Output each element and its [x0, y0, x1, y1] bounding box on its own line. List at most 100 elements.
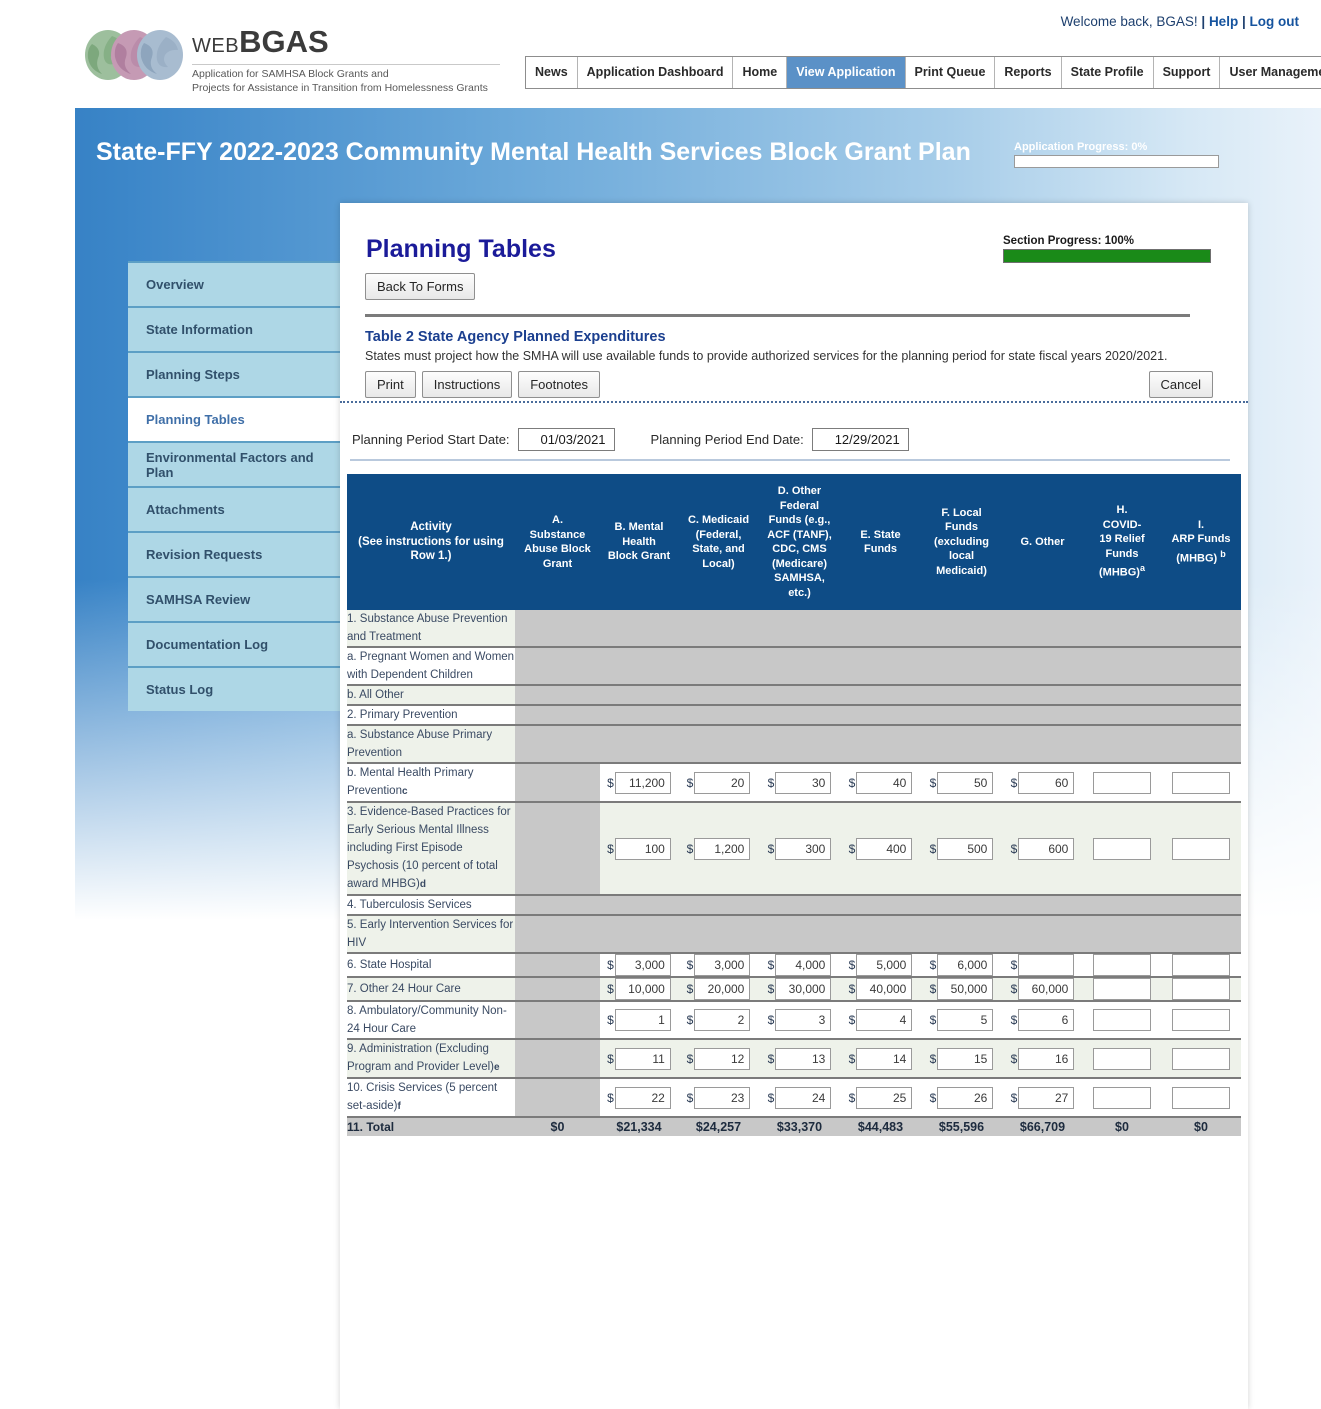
expenditure-input-h[interactable] — [1093, 837, 1151, 860]
cell-input-d[interactable]: $ — [759, 1079, 840, 1116]
planning-start-date-input[interactable] — [517, 428, 615, 451]
help-link[interactable]: Help — [1208, 14, 1239, 29]
sidebar-item-overview[interactable]: Overview — [128, 261, 343, 306]
expenditure-input-g[interactable] — [1018, 978, 1075, 1000]
expenditure-input-f[interactable] — [937, 954, 994, 976]
sidebar-item-documentation-log[interactable]: Documentation Log — [128, 621, 343, 666]
cell-input-h[interactable] — [1083, 978, 1161, 1000]
expenditure-input-e[interactable] — [856, 954, 913, 976]
cell-input-i[interactable] — [1161, 1040, 1241, 1077]
cell-input-i[interactable] — [1161, 764, 1241, 801]
expenditure-input-g[interactable] — [1018, 1009, 1075, 1031]
cell-input-h[interactable] — [1083, 954, 1161, 976]
cell-input-h[interactable] — [1083, 1002, 1161, 1038]
expenditure-input-b[interactable] — [614, 837, 671, 860]
back-to-forms-button[interactable]: Back To Forms — [365, 273, 476, 300]
expenditure-input-d[interactable] — [775, 771, 832, 794]
nav-item-application-dashboard[interactable]: Application Dashboard — [578, 57, 734, 88]
expenditure-input-c[interactable] — [694, 1047, 751, 1070]
expenditure-input-f[interactable] — [937, 1009, 994, 1031]
nav-item-support[interactable]: Support — [1154, 57, 1221, 88]
expenditure-input-f[interactable] — [937, 771, 994, 794]
expenditure-input-e[interactable] — [856, 1009, 913, 1031]
cell-input-d[interactable]: $ — [759, 978, 840, 1000]
cell-input-i[interactable] — [1161, 954, 1241, 976]
expenditure-input-c[interactable] — [694, 1009, 751, 1031]
cell-input-d[interactable]: $ — [759, 764, 840, 801]
expenditure-input-b[interactable] — [614, 1047, 671, 1070]
sidebar-item-revision-requests[interactable]: Revision Requests — [128, 531, 343, 576]
expenditure-input-f[interactable] — [937, 837, 994, 860]
expenditure-input-i[interactable] — [1172, 954, 1230, 976]
cell-input-h[interactable] — [1083, 803, 1161, 894]
cell-input-e[interactable]: $ — [840, 803, 921, 894]
expenditure-input-i[interactable] — [1172, 1047, 1230, 1070]
expenditure-input-d[interactable] — [775, 837, 832, 860]
cell-input-c[interactable]: $ — [678, 803, 759, 894]
expenditure-input-e[interactable] — [856, 837, 913, 860]
cell-input-h[interactable] — [1083, 764, 1161, 801]
planning-end-date-input[interactable] — [811, 428, 909, 451]
expenditure-input-h[interactable] — [1093, 1086, 1151, 1109]
cell-input-f[interactable]: $ — [921, 1040, 1002, 1077]
cell-input-f[interactable]: $ — [921, 1079, 1002, 1116]
expenditure-input-e[interactable] — [856, 1047, 913, 1070]
expenditure-input-b[interactable] — [614, 1086, 671, 1109]
expenditure-input-i[interactable] — [1172, 1009, 1230, 1031]
expenditure-input-i[interactable] — [1172, 978, 1230, 1000]
expenditure-input-g[interactable] — [1018, 837, 1075, 860]
expenditure-input-h[interactable] — [1093, 771, 1151, 794]
cell-input-e[interactable]: $ — [840, 1002, 921, 1038]
cell-input-c[interactable]: $ — [678, 978, 759, 1000]
cell-input-i[interactable] — [1161, 978, 1241, 1000]
cell-input-i[interactable] — [1161, 1079, 1241, 1116]
cell-input-b[interactable]: $ — [600, 803, 678, 894]
expenditure-input-c[interactable] — [694, 837, 751, 860]
expenditure-input-e[interactable] — [856, 978, 913, 1000]
nav-item-view-application[interactable]: View Application — [787, 57, 906, 88]
print-button[interactable]: Print — [365, 371, 416, 398]
expenditure-input-h[interactable] — [1093, 1047, 1151, 1070]
sidebar-item-attachments[interactable]: Attachments — [128, 486, 343, 531]
cell-input-c[interactable]: $ — [678, 764, 759, 801]
expenditure-input-b[interactable] — [614, 1009, 671, 1031]
nav-item-reports[interactable]: Reports — [995, 57, 1062, 88]
cell-input-b[interactable]: $ — [600, 954, 678, 976]
expenditure-input-i[interactable] — [1172, 837, 1230, 860]
expenditure-input-b[interactable] — [614, 954, 671, 976]
cell-input-g[interactable]: $ — [1002, 803, 1083, 894]
sidebar-item-samhsa-review[interactable]: SAMHSA Review — [128, 576, 343, 621]
cancel-button[interactable]: Cancel — [1148, 371, 1213, 398]
cell-input-h[interactable] — [1083, 1040, 1161, 1077]
cell-input-b[interactable]: $ — [600, 1040, 678, 1077]
cell-input-f[interactable]: $ — [921, 954, 1002, 976]
sidebar-item-planning-tables[interactable]: Planning Tables — [128, 396, 343, 441]
nav-item-print-queue[interactable]: Print Queue — [906, 57, 996, 88]
cell-input-b[interactable]: $ — [600, 1002, 678, 1038]
sidebar-item-status-log[interactable]: Status Log — [128, 666, 343, 711]
nav-item-home[interactable]: Home — [733, 57, 788, 88]
footnotes-button[interactable]: Footnotes — [518, 371, 601, 398]
nav-item-user-management[interactable]: User Management — [1220, 57, 1321, 88]
expenditure-input-g[interactable] — [1018, 771, 1075, 794]
cell-input-b[interactable]: $ — [600, 1079, 678, 1116]
cell-input-e[interactable]: $ — [840, 764, 921, 801]
expenditure-input-d[interactable] — [775, 1086, 832, 1109]
expenditure-input-i[interactable] — [1172, 771, 1230, 794]
cell-input-f[interactable]: $ — [921, 764, 1002, 801]
cell-input-h[interactable] — [1083, 1079, 1161, 1116]
nav-item-news[interactable]: News — [526, 57, 578, 88]
cell-input-e[interactable]: $ — [840, 978, 921, 1000]
cell-input-i[interactable] — [1161, 1002, 1241, 1038]
expenditure-input-h[interactable] — [1093, 954, 1151, 976]
cell-input-g[interactable]: $ — [1002, 1079, 1083, 1116]
cell-input-d[interactable]: $ — [759, 1040, 840, 1077]
sidebar-item-state-information[interactable]: State Information — [128, 306, 343, 351]
cell-input-e[interactable]: $ — [840, 1040, 921, 1077]
cell-input-g[interactable]: $ — [1002, 1002, 1083, 1038]
nav-item-state-profile[interactable]: State Profile — [1062, 57, 1154, 88]
cell-input-g[interactable]: $ — [1002, 954, 1083, 976]
cell-input-c[interactable]: $ — [678, 954, 759, 976]
cell-input-d[interactable]: $ — [759, 954, 840, 976]
expenditure-input-b[interactable] — [614, 771, 671, 794]
